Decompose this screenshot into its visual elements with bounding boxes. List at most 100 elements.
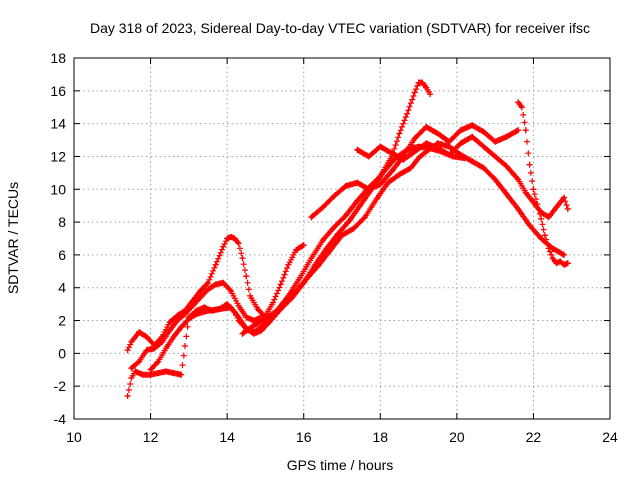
data-point	[545, 245, 552, 252]
data-point	[273, 307, 280, 314]
x-tick-label: 10	[66, 429, 82, 445]
series-arc-9	[515, 99, 571, 268]
marker-trail	[262, 140, 568, 327]
x-tick-label: 18	[372, 429, 388, 445]
data-point	[515, 99, 522, 106]
data-layer	[124, 79, 571, 400]
data-point	[174, 317, 181, 324]
data-point	[159, 338, 166, 345]
data-point	[492, 138, 499, 145]
y-tick-label: 18	[50, 50, 66, 66]
data-point	[545, 214, 552, 221]
data-point	[522, 189, 529, 196]
plot-frame	[73, 57, 611, 420]
data-point	[354, 197, 361, 204]
data-point	[308, 255, 315, 262]
x-tick-label: 16	[296, 429, 312, 445]
data-point	[469, 158, 476, 165]
data-point	[197, 288, 204, 295]
data-point	[170, 333, 177, 340]
data-point	[365, 153, 372, 160]
data-point	[384, 179, 391, 186]
data-point	[541, 232, 548, 239]
y-tick-labels: -4 -2 0 2 4 6 8 10 12 14 16 18	[50, 50, 66, 427]
data-point	[285, 292, 292, 299]
data-point	[419, 79, 426, 86]
data-point	[342, 212, 349, 219]
data-point	[423, 123, 430, 130]
marker-trail	[147, 143, 468, 373]
data-point	[396, 130, 403, 137]
data-point	[235, 240, 242, 247]
data-point	[557, 258, 564, 265]
data-point	[457, 151, 464, 158]
y-tick-label: 6	[58, 247, 66, 263]
data-point	[434, 145, 441, 152]
data-point	[250, 330, 257, 337]
data-point	[128, 374, 135, 381]
data-point	[492, 176, 499, 183]
data-point	[220, 243, 227, 250]
data-point	[492, 153, 499, 160]
data-point	[526, 161, 533, 168]
data-point	[178, 324, 185, 331]
y-tick-label: 12	[50, 148, 66, 164]
series-arc-7	[308, 122, 522, 221]
data-point	[319, 204, 326, 211]
data-point	[564, 260, 571, 267]
y-tick-label: 2	[58, 313, 66, 329]
data-point	[212, 261, 219, 268]
data-point	[538, 235, 545, 242]
data-point	[446, 151, 453, 158]
data-point	[304, 274, 311, 281]
data-point	[293, 288, 300, 295]
data-point	[446, 138, 453, 145]
data-point	[132, 368, 139, 375]
data-point	[139, 371, 146, 378]
data-point	[205, 286, 211, 293]
data-point	[350, 225, 357, 232]
data-point	[162, 368, 169, 375]
y-tick-label: 4	[58, 280, 66, 296]
data-point	[434, 130, 441, 137]
data-point	[480, 143, 487, 150]
data-point	[293, 246, 300, 253]
data-point	[319, 237, 326, 244]
data-point	[189, 302, 196, 309]
data-point	[354, 179, 361, 186]
data-point	[515, 205, 522, 212]
data-point	[538, 215, 545, 222]
data-point	[411, 135, 418, 142]
data-point	[285, 261, 292, 268]
data-point	[162, 345, 169, 352]
series-arc-5	[262, 140, 568, 327]
data-point	[400, 156, 407, 163]
data-point	[480, 128, 487, 135]
x-tick-label: 14	[219, 429, 235, 445]
y-tick-label: 16	[50, 83, 66, 99]
data-point	[469, 122, 476, 129]
y-tick-label: -2	[54, 378, 67, 394]
data-point	[197, 294, 204, 301]
data-point	[427, 91, 434, 98]
chart-title: Day 318 of 2023, Sidereal Day-to-day VTE…	[90, 20, 590, 36]
data-point	[354, 146, 361, 153]
data-point	[415, 155, 422, 162]
data-point	[231, 235, 238, 242]
x-tick-label: 22	[526, 429, 542, 445]
data-point	[143, 347, 150, 354]
data-point	[561, 194, 568, 201]
data-point	[296, 274, 303, 281]
data-point	[388, 150, 395, 157]
data-point	[396, 171, 403, 178]
data-point	[564, 205, 571, 212]
data-point	[407, 164, 414, 171]
data-point	[561, 261, 568, 268]
data-point	[185, 315, 192, 322]
data-point	[277, 281, 284, 288]
data-point	[239, 330, 246, 337]
data-point	[227, 233, 234, 240]
data-point	[377, 143, 384, 150]
y-tick-label: 0	[58, 345, 66, 361]
